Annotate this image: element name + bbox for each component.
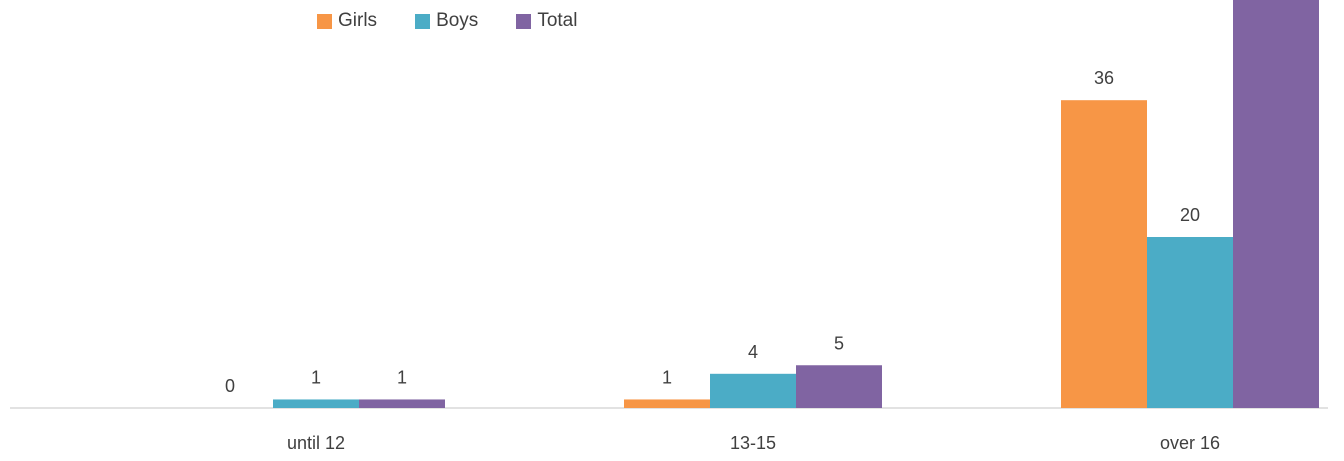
bar-total-over-16 xyxy=(1233,0,1319,408)
legend-item-total: Total xyxy=(516,10,577,32)
data-label-girls-over-16: 36 xyxy=(1094,68,1114,88)
legend-item-girls: Girls xyxy=(317,10,377,32)
legend-label-girls: Girls xyxy=(338,10,378,31)
data-label-boys-13-15: 4 xyxy=(748,342,758,362)
legend-swatch-girls xyxy=(317,13,332,29)
bar-total-until-12 xyxy=(359,399,445,408)
data-label-boys-until-12: 1 xyxy=(311,367,321,387)
bar-girls-13-15 xyxy=(624,399,710,408)
legend-swatch-boys xyxy=(415,13,431,29)
legend-label-total: Total xyxy=(537,10,578,31)
data-label-total-13-15: 5 xyxy=(834,333,844,353)
bar-boys-until-12 xyxy=(273,399,359,408)
x-tick-label-until-12: until 12 xyxy=(287,433,345,453)
legend-item-boys: Boys xyxy=(415,10,478,32)
x-tick-label-over-16: over 16 xyxy=(1160,433,1220,453)
data-label-boys-over-16: 20 xyxy=(1180,205,1200,225)
bar-girls-over-16 xyxy=(1061,100,1147,408)
bar-boys-13-15 xyxy=(710,373,796,408)
x-tick-label-13-15: 13-15 xyxy=(730,433,776,453)
bar-boys-over-16 xyxy=(1147,237,1233,408)
legend-label-boys: Boys xyxy=(436,10,479,31)
data-label-total-until-12: 1 xyxy=(397,367,407,387)
legend: Girls Boys Total xyxy=(317,10,577,32)
bar-total-13-15 xyxy=(796,365,882,408)
data-label-girls-until-12: 0 xyxy=(225,376,235,396)
legend-swatch-total xyxy=(516,13,532,29)
data-label-girls-13-15: 1 xyxy=(662,367,672,387)
